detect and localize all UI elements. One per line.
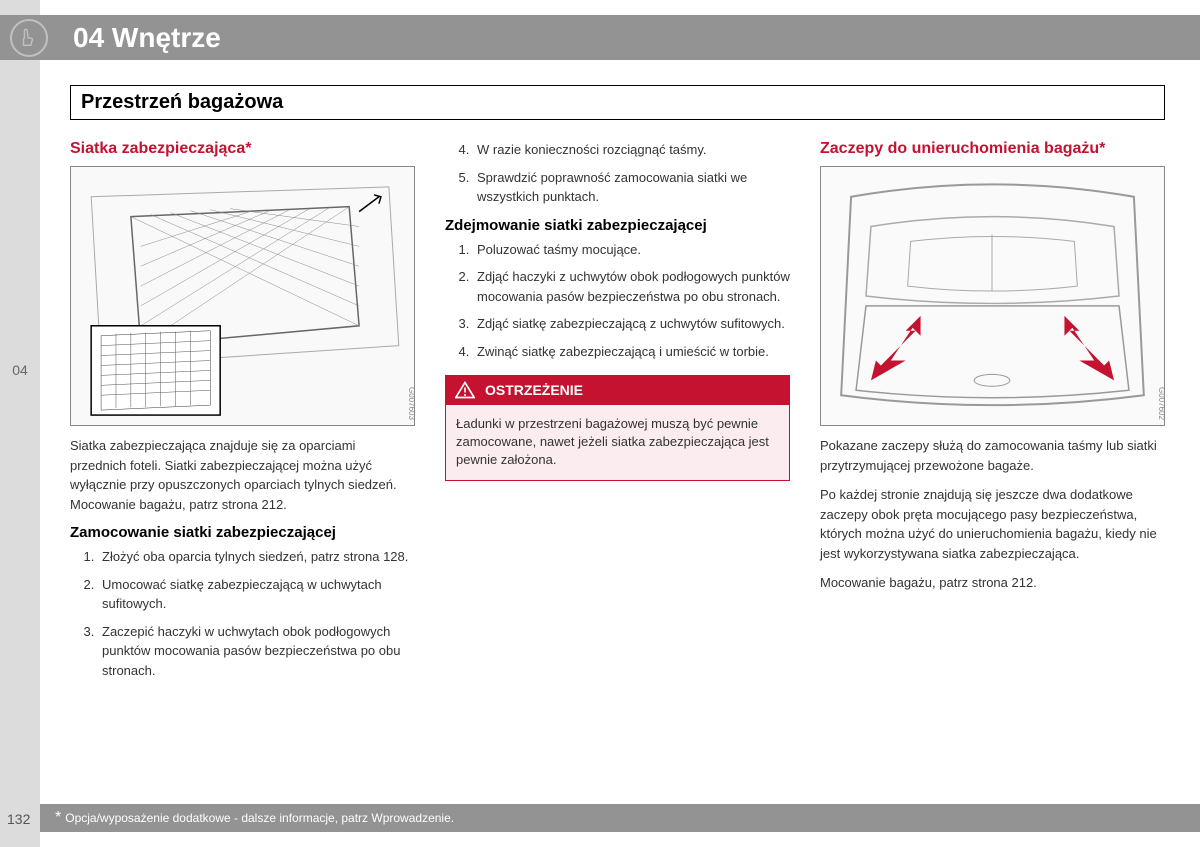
figure-code: G007602 [1157, 387, 1166, 420]
list-item: W razie konieczności rozciągnąć taśmy. [473, 140, 790, 160]
anchor-para3: Mocowanie bagażu, patrz strona 212. [820, 573, 1165, 593]
page-number: 132 [7, 811, 30, 827]
remove-steps: Poluzować taśmy mocujące. Zdjąć haczyki … [445, 240, 790, 362]
anchor-para1: Pokazane zaczepy służą do zamocowania ta… [820, 436, 1165, 475]
chapter-header: 04 Wnętrze [0, 15, 1200, 60]
list-item: Zdjąć haczyki z uchwytów obok podłogowyc… [473, 267, 790, 306]
list-item: Zwinąć siatkę zabezpieczającą i umieścić… [473, 342, 790, 362]
install-steps-cont: W razie konieczności rozciągnąć taśmy. S… [445, 140, 790, 207]
safety-net-figure: G007603 [70, 166, 415, 426]
column-3: Zaczepy do unieruchomienia bagażu* G0076… [820, 140, 1165, 688]
seat-icon [10, 19, 48, 57]
section-title-box: Przestrzeń bagażowa [70, 85, 1165, 120]
list-item: Zdjąć siatkę zabezpieczającą z uchwytów … [473, 314, 790, 334]
warning-box: OSTRZEŻENIE Ładunki w przestrzeni bagażo… [445, 375, 790, 481]
footer-text: Opcja/wyposażenie dodatkowe - dalsze inf… [65, 811, 454, 825]
thumb-tab: 04 [0, 350, 40, 390]
list-item: Poluzować taśmy mocujące. [473, 240, 790, 260]
anchor-para2: Po każdej stronie znajdują się jeszcze d… [820, 485, 1165, 563]
install-steps: Złożyć oba oparcia tylnych siedzeń, patr… [70, 547, 415, 680]
column-1: Siatka zabezpieczająca* [70, 140, 415, 688]
anchor-heading: Zaczepy do unieruchomienia bagażu* [820, 140, 1165, 158]
figure-code: G007603 [407, 387, 416, 420]
remove-heading: Zdejmowanie siatki zabezpieczającej [445, 217, 790, 234]
column-2: W razie konieczności rozciągnąć taśmy. S… [445, 140, 790, 688]
left-margin [0, 0, 40, 847]
list-item: Zaczepić haczyki w uchwytach obok podłog… [98, 622, 415, 681]
warning-text: Ładunki w przestrzeni bagażowej muszą by… [445, 405, 790, 481]
safety-net-heading: Siatka zabezpieczająca* [70, 140, 415, 158]
page: 04 04 Wnętrze Przestrzeń bagażowa Siatka… [0, 0, 1200, 847]
safety-net-intro: Siatka zabezpieczająca znajduje się za o… [70, 436, 415, 514]
chapter-title: 04 Wnętrze [73, 22, 221, 54]
footer-star: * [55, 809, 61, 827]
warning-label: OSTRZEŻENIE [485, 382, 583, 398]
list-item: Złożyć oba oparcia tylnych siedzeń, patr… [98, 547, 415, 567]
footer-bar: * Opcja/wyposażenie dodatkowe - dalsze i… [40, 804, 1200, 832]
section-title: Przestrzeń bagażowa [81, 91, 1154, 114]
list-item: Umocować siatkę zabezpieczającą w uchwyt… [98, 575, 415, 614]
warning-header: OSTRZEŻENIE [445, 375, 790, 405]
warning-icon [455, 381, 475, 399]
install-heading: Zamocowanie siatki zabezpieczającej [70, 524, 415, 541]
content-columns: Siatka zabezpieczająca* [70, 140, 1165, 688]
anchor-figure: G007602 [820, 166, 1165, 426]
list-item: Sprawdzić poprawność zamocowania siatki … [473, 168, 790, 207]
